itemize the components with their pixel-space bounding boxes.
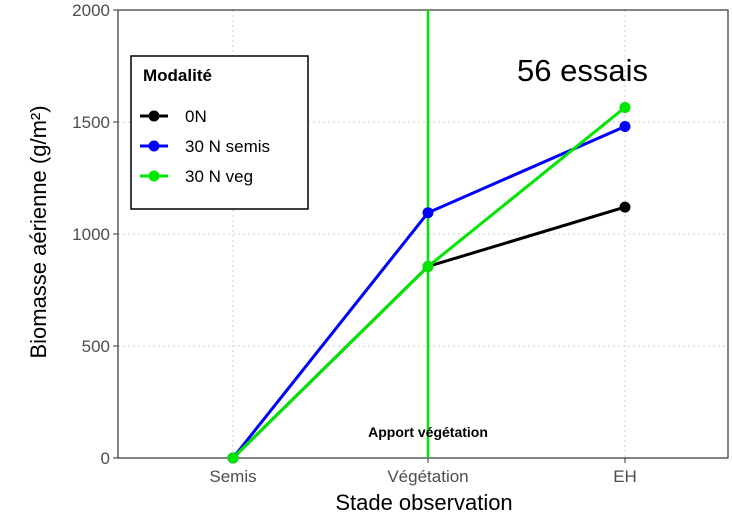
legend-label: 0N (185, 107, 207, 126)
legend-items: 0N 30 N semis 30 N veg (140, 107, 270, 186)
legend-box (130, 55, 309, 210)
x-tick-label: Semis (209, 467, 256, 486)
data-point (227, 452, 239, 464)
legend-key-point (148, 110, 160, 122)
x-tick-label: EH (613, 467, 637, 486)
y-tick-label: 0 (101, 449, 110, 468)
y-tick-label: 2000 (72, 1, 110, 20)
legend: Modalité 0N 30 N semis 30 N veg (130, 55, 309, 210)
legend-title: Modalité (143, 66, 212, 85)
vline-annotation: Apport végétation (368, 424, 488, 440)
data-point (422, 207, 434, 219)
series-lines (227, 101, 631, 464)
legend-key-point (148, 140, 160, 152)
x-tick-label: Végétation (387, 467, 468, 486)
legend-label: 30 N veg (185, 167, 253, 186)
legend-key-point (148, 170, 160, 182)
data-point (619, 101, 631, 113)
x-axis-ticks: Semis Végétation EH (209, 458, 637, 486)
data-point (422, 260, 434, 272)
y-tick-label: 1000 (72, 225, 110, 244)
y-axis-ticks: 0 500 1000 1500 2000 (72, 1, 118, 468)
data-point (619, 201, 631, 213)
y-axis-title: Biomasse aérienne (g/m²) (26, 105, 51, 358)
legend-label: 30 N semis (185, 137, 270, 156)
y-tick-label: 500 (82, 337, 110, 356)
data-point (619, 120, 631, 132)
y-tick-label: 1500 (72, 113, 110, 132)
trial-count-note: 56 essais (517, 53, 648, 88)
x-axis-title: Stade observation (335, 490, 512, 515)
